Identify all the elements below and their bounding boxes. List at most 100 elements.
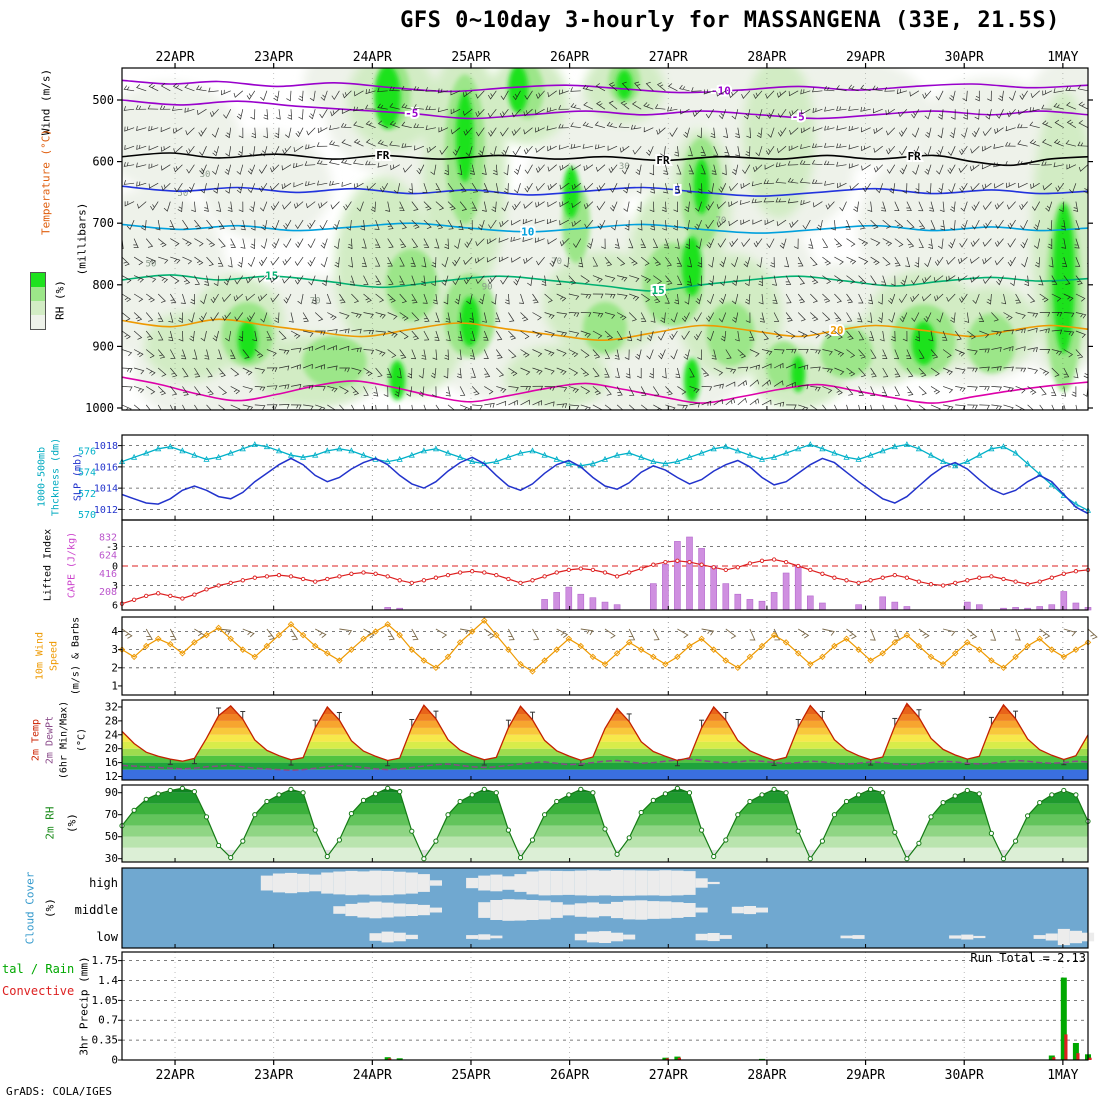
svg-text:26APR: 26APR <box>550 1068 589 1083</box>
svg-text:4: 4 <box>111 625 118 638</box>
axis-label-millibars: (millibars) <box>75 202 89 276</box>
svg-text:30: 30 <box>200 170 211 180</box>
legend-total-rain: tal / Rain <box>2 962 75 976</box>
cloud-row-label-middle: middle <box>74 903 118 917</box>
svg-text:700: 700 <box>92 216 114 230</box>
svg-text:29APR: 29APR <box>846 1068 885 1083</box>
svg-text:24: 24 <box>105 728 119 741</box>
svg-text:15: 15 <box>652 284 665 297</box>
svg-text:0: 0 <box>112 562 118 573</box>
axis-label-10m-speed: Speed <box>48 640 60 672</box>
svg-text:416: 416 <box>99 569 117 580</box>
svg-text:23APR: 23APR <box>254 50 293 65</box>
run-total-text: Run Total = 2.13 <box>970 951 1086 965</box>
svg-text:570: 570 <box>78 510 96 521</box>
axis-label-cape: CAPE (J/kg) <box>66 531 78 599</box>
svg-text:1012: 1012 <box>94 505 118 516</box>
panel-slp-thickness: 570 572 574 576 1012 1014 1016 1018 <box>78 434 1092 521</box>
svg-text:3: 3 <box>111 643 118 656</box>
axis-label-slp: SLP (mb) <box>72 452 84 502</box>
panel-2m-rh: 30 50 70 90 <box>105 784 1091 865</box>
panel-cross-section: 30 50 50 90 70 70 70 30 -10 -5 -5 FR FR FR 5 10 15 15 20 50… <box>85 50 1093 415</box>
svg-text:900: 900 <box>92 339 114 353</box>
svg-text:1000: 1000 <box>85 401 114 415</box>
svg-text:27APR: 27APR <box>649 50 688 65</box>
panel-cloud-cover <box>121 867 1095 949</box>
svg-text:22APR: 22APR <box>155 1068 194 1083</box>
svg-text:70: 70 <box>310 296 321 306</box>
svg-text:574: 574 <box>78 468 96 479</box>
svg-text:1.05: 1.05 <box>92 994 119 1007</box>
svg-text:16: 16 <box>105 756 118 769</box>
svg-text:-5: -5 <box>792 111 805 124</box>
axis-label-2m-rh-pct: (%) <box>65 813 79 833</box>
page-title: GFS 0~10day 3-hourly for MASSANGENA (33E… <box>400 8 1060 33</box>
rh-colorbar-cell <box>31 273 45 287</box>
axis-label-temperature: Temperature (°C) <box>39 129 53 235</box>
axis-label-2m-dewpt: 2m DewPt <box>44 715 56 765</box>
svg-text:6: 6 <box>112 601 118 612</box>
svg-text:30APR: 30APR <box>945 50 984 65</box>
axis-label-minmax: (6hr Min/Max) <box>58 700 70 780</box>
svg-text:1: 1 <box>111 679 118 692</box>
axis-label-2m-rh: 2m RH <box>43 806 57 840</box>
axis-label-rh: RH (%) <box>53 280 67 320</box>
svg-text:70: 70 <box>715 216 726 226</box>
svg-text:1.4: 1.4 <box>98 974 118 987</box>
svg-text:20: 20 <box>830 324 843 337</box>
rh-colorbar-cell <box>31 287 45 301</box>
legend-convective: Convective <box>2 984 75 998</box>
svg-text:30: 30 <box>105 852 118 865</box>
svg-text:0: 0 <box>111 1054 118 1067</box>
svg-text:22APR: 22APR <box>155 50 194 65</box>
svg-text:25APR: 25APR <box>451 1068 490 1083</box>
rh-colorbar-cell <box>31 301 45 315</box>
axis-label-thickness-1: 1000-500mb <box>36 446 48 508</box>
svg-text:10: 10 <box>521 225 534 238</box>
axis-label-cloud-cover: Cloud Cover <box>23 871 37 945</box>
svg-text:-3: -3 <box>106 542 118 553</box>
svg-text:29APR: 29APR <box>846 50 885 65</box>
svg-text:24APR: 24APR <box>353 1068 392 1083</box>
svg-text:30APR: 30APR <box>945 1068 984 1083</box>
cloud-row-label-high: high <box>89 876 118 890</box>
svg-text:5: 5 <box>674 184 681 197</box>
svg-text:28APR: 28APR <box>747 50 786 65</box>
svg-text:25APR: 25APR <box>451 50 490 65</box>
svg-text:12: 12 <box>105 770 118 783</box>
cloud-row-label-low: low <box>96 930 118 944</box>
svg-text:576: 576 <box>78 446 96 457</box>
axis-label-3hr-precip: 3hr Precip (mm) <box>77 956 91 1056</box>
rh-colorbar-cell <box>31 315 45 329</box>
svg-text:1016: 1016 <box>94 462 118 473</box>
axis-label-wind: Wind (m/s) <box>39 68 53 136</box>
svg-text:FR: FR <box>376 149 390 162</box>
svg-text:28APR: 28APR <box>747 1068 786 1083</box>
panel-li-cape: -3 0 3 6 208 416 624 832 <box>99 519 1092 612</box>
svg-text:1.75: 1.75 <box>92 954 119 967</box>
svg-text:32: 32 <box>105 700 118 713</box>
svg-text:27APR: 27APR <box>649 1068 688 1083</box>
svg-text:50: 50 <box>177 189 188 199</box>
svg-text:30: 30 <box>619 162 630 172</box>
svg-text:208: 208 <box>99 587 117 598</box>
svg-text:28: 28 <box>105 714 118 727</box>
axis-label-degc: (°C) <box>76 727 88 753</box>
svg-text:572: 572 <box>78 489 96 500</box>
svg-text:832: 832 <box>99 532 117 543</box>
svg-text:50: 50 <box>146 259 157 269</box>
svg-text:26APR: 26APR <box>550 50 589 65</box>
svg-text:2: 2 <box>111 661 118 674</box>
axis-label-10m-wind: 10m Wind <box>34 631 46 681</box>
svg-text:800: 800 <box>92 278 114 292</box>
axis-label-lifted-index: Lifted Index <box>42 528 54 602</box>
svg-text:90: 90 <box>482 283 493 293</box>
svg-text:1MAY: 1MAY <box>1047 1068 1078 1083</box>
rh-colorbar <box>30 272 46 330</box>
svg-text:3: 3 <box>112 581 118 592</box>
axis-label-thickness-2: Thckness (dm) <box>50 437 62 517</box>
svg-text:-5: -5 <box>405 107 418 120</box>
grads-credit: GrADS: COLA/IGES <box>6 1085 112 1098</box>
